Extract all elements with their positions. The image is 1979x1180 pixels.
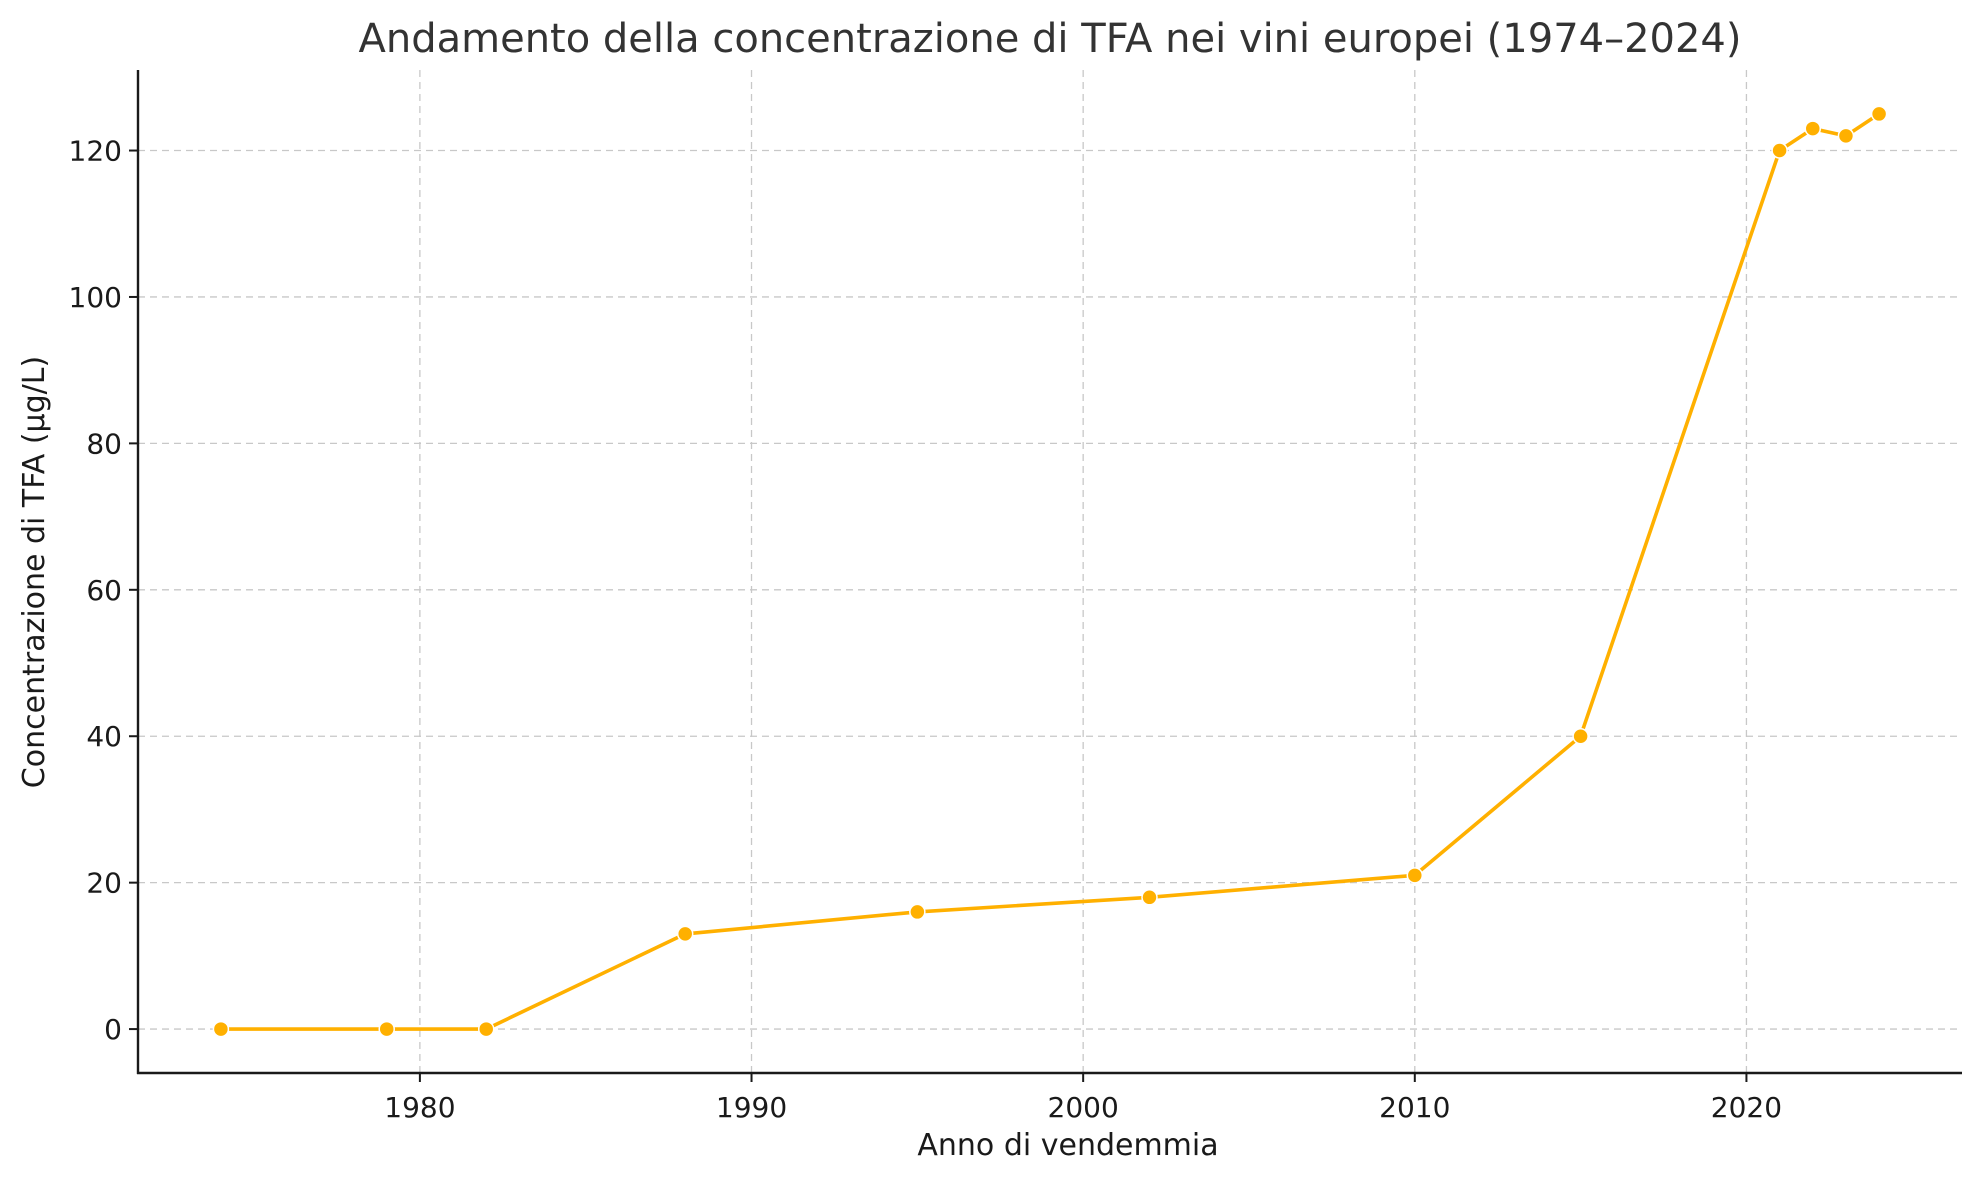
data-point [1406,867,1424,884]
y-tick-label: 40 [86,720,122,753]
data-series [212,105,1888,1038]
y-tick-label: 120 [69,135,122,168]
series-line [219,112,1881,1031]
x-tick-label: 1980 [384,1091,455,1124]
chart-title: Andamento della concentrazione di TFA ne… [359,16,1742,62]
data-point [477,1020,495,1038]
x-tick-label: 1990 [716,1091,787,1124]
data-point [1837,127,1855,145]
y-tick-label: 60 [86,574,122,607]
x-axis-ticks: 1980 1990 2000 2010 2020 [384,1073,1782,1124]
x-tick-label: 2020 [1711,1091,1782,1124]
axes [136,70,1962,1075]
y-tick-label: 100 [69,281,122,314]
x-tick-label: 2010 [1379,1091,1450,1124]
data-point [1771,142,1788,159]
y-axis-label: Concentrazione di TFA (µg/L) [17,356,52,788]
data-point [676,925,694,943]
data-point [378,1020,395,1038]
y-tick-label: 0 [104,1013,122,1046]
data-point [212,1020,230,1038]
data-point [909,903,926,921]
data-point [1141,889,1158,906]
y-axis-ticks: 0 20 40 60 80 100 120 [69,135,138,1046]
x-tick-label: 2000 [1048,1091,1119,1124]
data-point [1572,727,1589,745]
y-tick-label: 80 [86,427,122,460]
data-point [1870,105,1888,123]
y-tick-label: 20 [86,867,122,900]
data-point [1804,120,1822,137]
x-axis-label: Anno di vendemmia [917,1128,1218,1163]
grid [138,70,1962,1073]
